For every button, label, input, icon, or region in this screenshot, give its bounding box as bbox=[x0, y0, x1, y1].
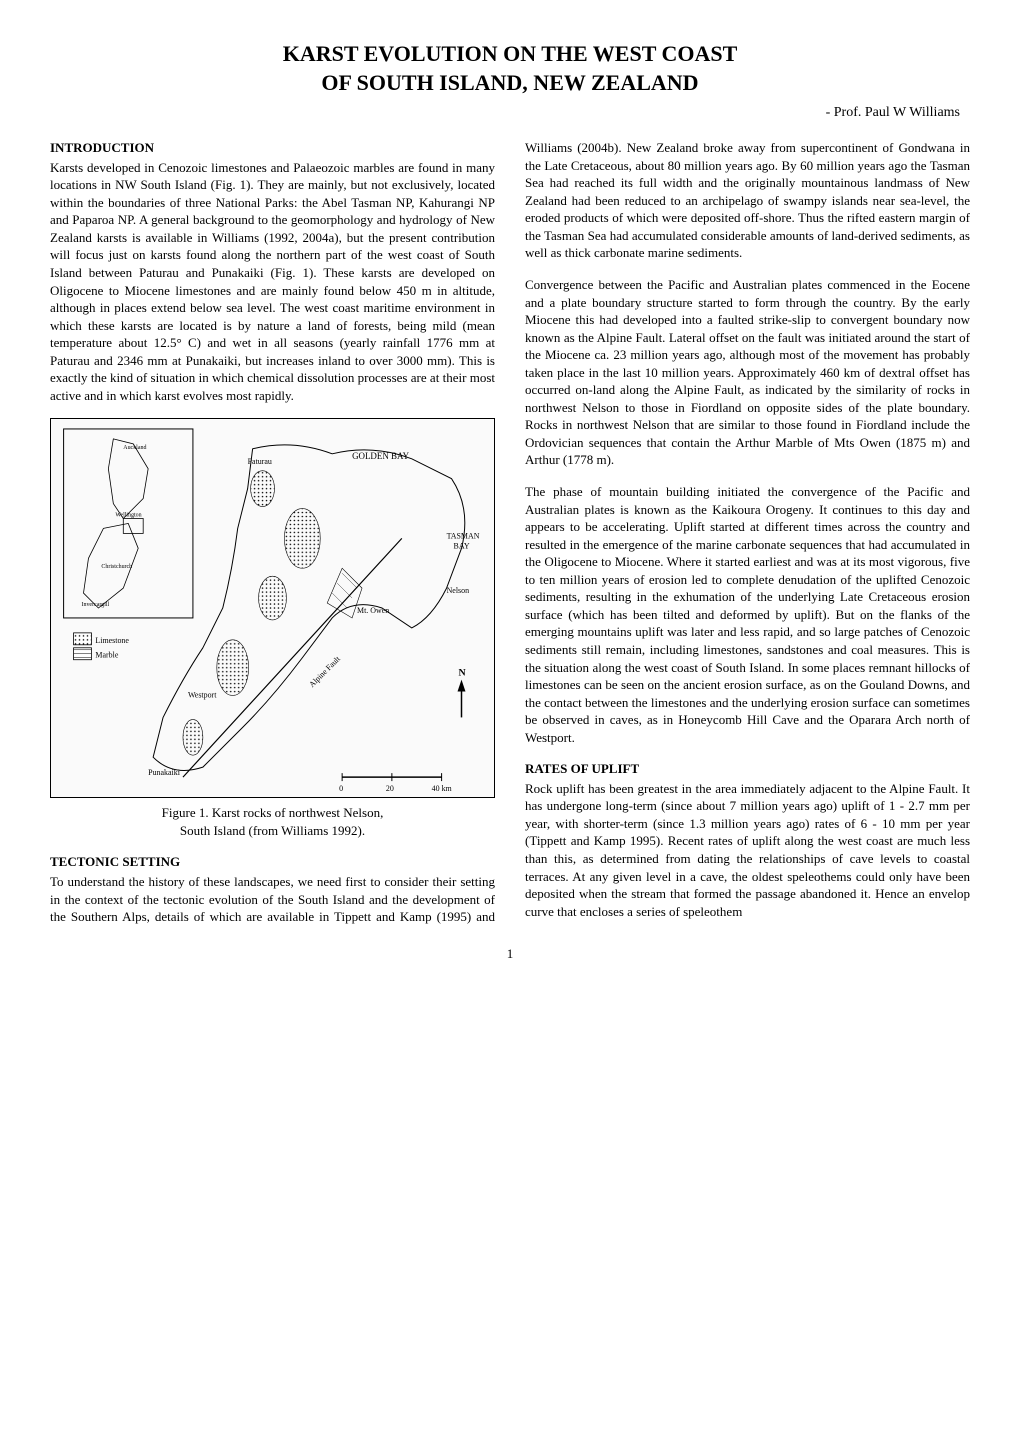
legend-limestone-label: Limestone bbox=[95, 636, 129, 645]
figure-1-caption: Figure 1. Karst rocks of northwest Nelso… bbox=[50, 804, 495, 839]
map-westport-label: Westport bbox=[188, 691, 217, 700]
inset-auckland-label: Auckland bbox=[123, 445, 146, 451]
section-heading-rates: RATES OF UPLIFT bbox=[525, 760, 970, 778]
scale-0-label: 0 bbox=[339, 784, 343, 793]
figure-1: Auckland Wellington Christchurch Inverca… bbox=[50, 418, 495, 839]
title-line-2: OF SOUTH ISLAND, NEW ZEALAND bbox=[50, 69, 970, 98]
scale-40-label: 40 km bbox=[432, 784, 453, 793]
inset-invercargill-label: Invercargill bbox=[82, 602, 110, 608]
map-tasman-bay-label2: BAY bbox=[454, 542, 470, 551]
paragraph: The phase of mountain building initiated… bbox=[525, 483, 970, 746]
map-nelson-label: Nelson bbox=[447, 586, 470, 595]
section-heading-tectonic: TECTONIC SETTING bbox=[50, 853, 495, 871]
paragraph: Rock uplift has been greatest in the are… bbox=[525, 780, 970, 920]
map-tasman-bay-label: TASMAN bbox=[447, 532, 480, 541]
inset-christchurch-label: Christchurch bbox=[101, 565, 132, 571]
title-block: KARST EVOLUTION ON THE WEST COAST OF SOU… bbox=[50, 40, 970, 97]
map-alpine-fault-label: Alpine Fault bbox=[307, 654, 342, 689]
inset-wellington-label: Wellington bbox=[115, 513, 141, 519]
map-punakaiki-label: Punakaiki bbox=[148, 769, 181, 778]
section-heading-introduction: INTRODUCTION bbox=[50, 139, 495, 157]
paragraph: Convergence between the Pacific and Aust… bbox=[525, 276, 970, 469]
title-line-1: KARST EVOLUTION ON THE WEST COAST bbox=[50, 40, 970, 69]
svg-text:N: N bbox=[459, 668, 467, 679]
figure-1-map: Auckland Wellington Christchurch Inverca… bbox=[50, 418, 495, 798]
map-paturau-label: Paturau bbox=[248, 457, 272, 466]
legend-marble-label: Marble bbox=[95, 651, 118, 660]
two-column-body: INTRODUCTION Karsts developed in Cenozoi… bbox=[50, 139, 970, 925]
page-number: 1 bbox=[50, 946, 970, 962]
figure-caption-line-1: Figure 1. Karst rocks of northwest Nelso… bbox=[162, 805, 384, 820]
figure-caption-line-2: South Island (from Williams 1992). bbox=[180, 823, 365, 838]
paragraph: Karsts developed in Cenozoic limestones … bbox=[50, 159, 495, 405]
map-golden-bay-label: GOLDEN BAY bbox=[352, 451, 410, 461]
map-mt-owen-label: Mt. Owen bbox=[357, 606, 389, 615]
author-line: - Prof. Paul W Williams bbox=[50, 105, 970, 121]
scale-20-label: 20 bbox=[386, 784, 394, 793]
north-arrow-icon: N bbox=[458, 668, 467, 718]
